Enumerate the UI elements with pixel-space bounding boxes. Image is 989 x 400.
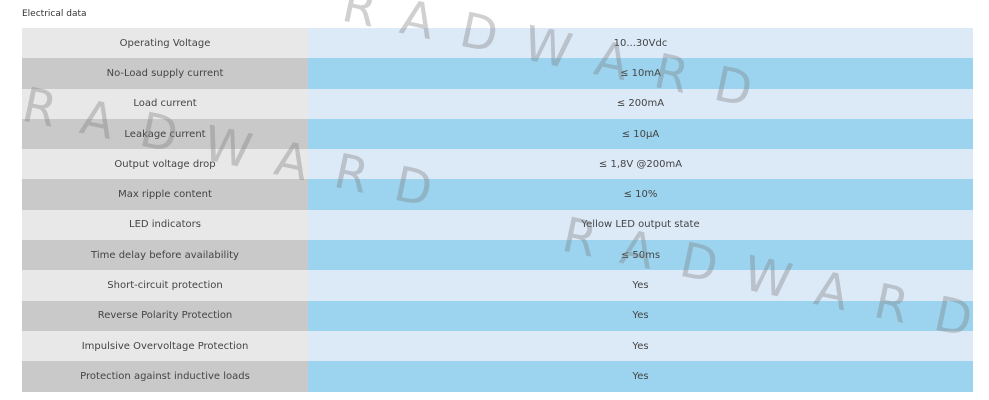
spec-row: Load current ≤ 200mA [22,88,973,119]
spec-value: ≤ 50ms [308,240,973,271]
spec-row: LED indicators Yellow LED output state [22,209,973,241]
spec-row: No-Load supply current ≤ 10mA [22,58,973,89]
spec-name: Protection against inductive loads [22,361,308,392]
spec-value: Yes [308,361,973,392]
spec-value: Yellow LED output state [308,209,973,241]
spec-row: Max ripple content ≤ 10% [22,179,973,210]
spec-row: Protection against inductive loads Yes [22,361,973,392]
spec-value: ≤ 10mA [308,58,973,89]
spec-row: Leakage current ≤ 10µA [22,118,973,150]
spec-name: Reverse Polarity Protection [22,300,308,331]
spec-name: Load current [22,88,308,119]
spec-name: Operating Voltage [22,28,308,59]
spec-row: Time delay before availability ≤ 50ms [22,240,973,271]
spec-value: ≤ 10% [308,179,973,210]
spec-value: ≤ 10µA [308,118,973,150]
spec-name: No-Load supply current [22,58,308,89]
spec-value: 10...30Vdc [308,28,973,59]
spec-value: Yes [308,300,973,331]
spec-name: LED indicators [22,209,308,241]
spec-name: Max ripple content [22,179,308,210]
spec-name: Leakage current [22,118,308,150]
spec-row: Impulsive Overvoltage Protection Yes [22,330,973,362]
spec-value: ≤ 200mA [308,88,973,119]
spec-name: Impulsive Overvoltage Protection [22,330,308,362]
spec-value: ≤ 1,8V @200mA [308,149,973,180]
section-title: Electrical data [22,9,87,19]
spec-row: Operating Voltage 10...30Vdc [22,28,973,59]
spec-value: Yes [308,270,973,301]
spec-table: Operating Voltage 10...30Vdc No-Load suppl… [22,28,973,392]
spec-name: Output voltage drop [22,149,308,180]
spec-value: Yes [308,330,973,362]
spec-row: Reverse Polarity Protection Yes [22,300,973,331]
spec-row: Short-circuit protection Yes [22,270,973,301]
spec-name: Time delay before availability [22,240,308,271]
spec-name: Short-circuit protection [22,270,308,301]
spec-row: Output voltage drop ≤ 1,8V @200mA [22,149,973,180]
